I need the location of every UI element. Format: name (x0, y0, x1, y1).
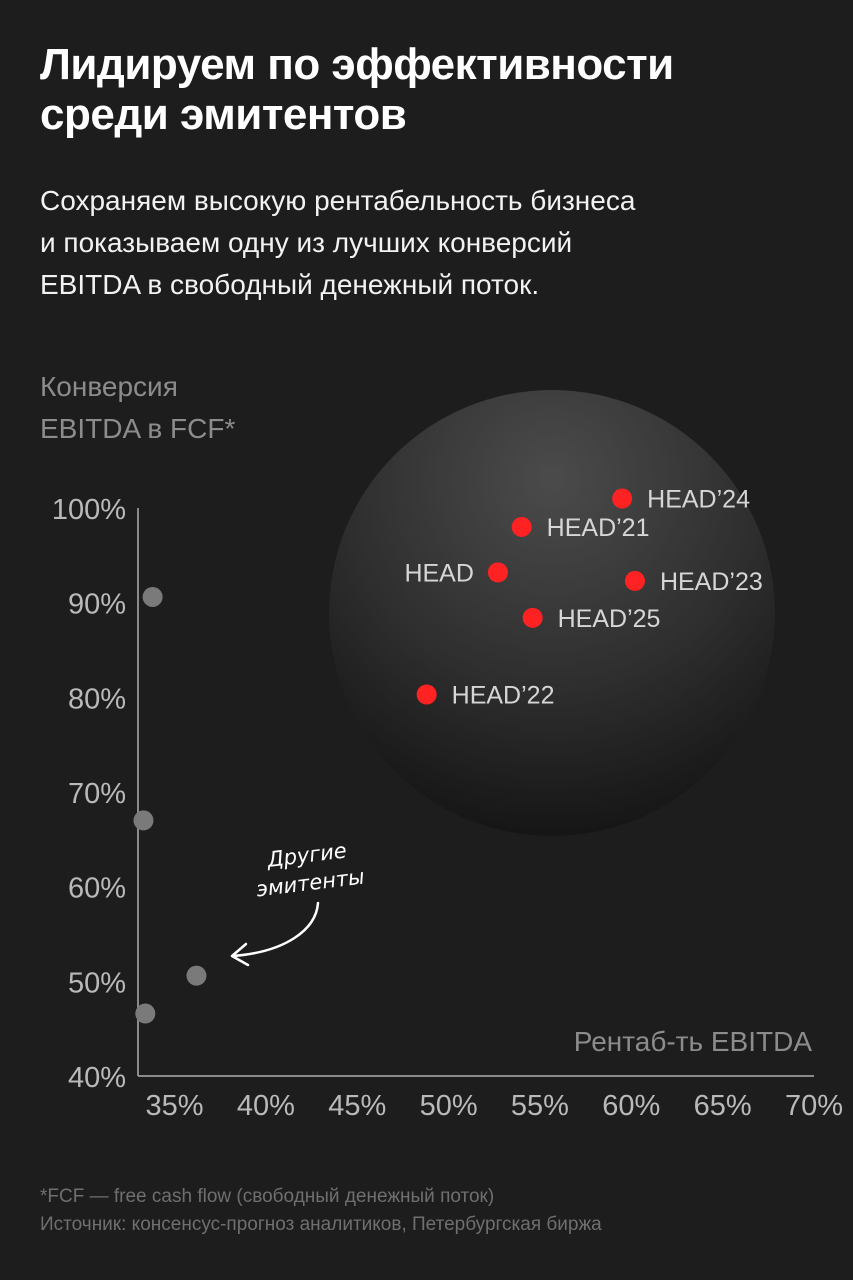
y-axis-label-line-1: Конверсия (40, 371, 178, 402)
x-tick-label: 45% (328, 1090, 386, 1122)
page-title-line-1: Лидируем по эффективности (40, 40, 674, 89)
y-tick-label: 100% (52, 494, 126, 526)
x-axis-label: Рентаб-ть EBITDA (574, 1026, 813, 1057)
subtitle-line-3: EBITDA в свободный денежный поток. (40, 269, 540, 300)
annotation-arrow-shaft (231, 901, 320, 958)
footnotes: *FCF — free cash flow (свободный денежны… (40, 1183, 830, 1239)
subtitle-line-1: Сохраняем высокую рентабельность бизнеса (40, 185, 636, 216)
x-tick-labels: 35% 40% 45% 50% 55% 60% 65% 70% (146, 1090, 844, 1122)
page-title-line-2: среди эмитентов (40, 90, 407, 139)
annotation-arrow-head (230, 942, 250, 967)
x-tick-label: 55% (511, 1090, 569, 1122)
footnote-fcf: *FCF — free cash flow (свободный денежны… (40, 1186, 495, 1207)
y-tick-label: 90% (68, 589, 126, 621)
head-point (487, 562, 508, 583)
footnote-source: Источник: консенсус-прогноз аналитиков, … (40, 1214, 602, 1235)
scatter-chart: Конверсия EBITDA в FCF* 100% 90% 80% 70% 60%… (40, 371, 844, 1122)
head-point (522, 607, 543, 628)
other-issuer-point (186, 965, 207, 986)
x-tick-label: 35% (146, 1090, 204, 1122)
point-label: HEAD’21 (547, 514, 650, 542)
page-title: Лидируем по эффективности среди эмитенто… (40, 40, 820, 140)
head-point (612, 488, 633, 509)
subtitle-line-2: и показываем одну из лучших конверсий (40, 227, 573, 258)
page-subtitle: Сохраняем высокую рентабельность бизнеса… (40, 180, 830, 306)
x-tick-label: 65% (694, 1090, 752, 1122)
head-point (416, 684, 437, 705)
x-tick-label: 70% (785, 1090, 843, 1122)
head-highlight-circle (329, 390, 775, 836)
x-tick-label: 50% (420, 1090, 478, 1122)
y-tick-label: 80% (68, 683, 126, 715)
other-issuer-point (142, 586, 163, 607)
other-issuer-point (133, 810, 154, 831)
x-tick-label: 40% (237, 1090, 295, 1122)
head-point (511, 516, 532, 537)
y-tick-label: 60% (68, 873, 126, 905)
point-label: HEAD’24 (647, 486, 750, 514)
others-annotation: Другие эмитенты (230, 838, 366, 967)
point-label: HEAD (404, 559, 473, 587)
y-tick-label: 70% (68, 778, 126, 810)
other-issuer-point (135, 1003, 156, 1024)
point-label: HEAD’25 (558, 605, 661, 633)
y-tick-label: 50% (68, 967, 126, 999)
head-point (624, 570, 645, 591)
y-tick-labels: 100% 90% 80% 70% 60% 50% 40% (52, 494, 126, 1094)
point-label: HEAD’22 (452, 681, 555, 709)
x-tick-label: 60% (602, 1090, 660, 1122)
y-axis-label-line-2: EBITDA в FCF* (40, 413, 235, 444)
point-label: HEAD’23 (660, 568, 763, 596)
y-tick-label: 40% (68, 1062, 126, 1094)
